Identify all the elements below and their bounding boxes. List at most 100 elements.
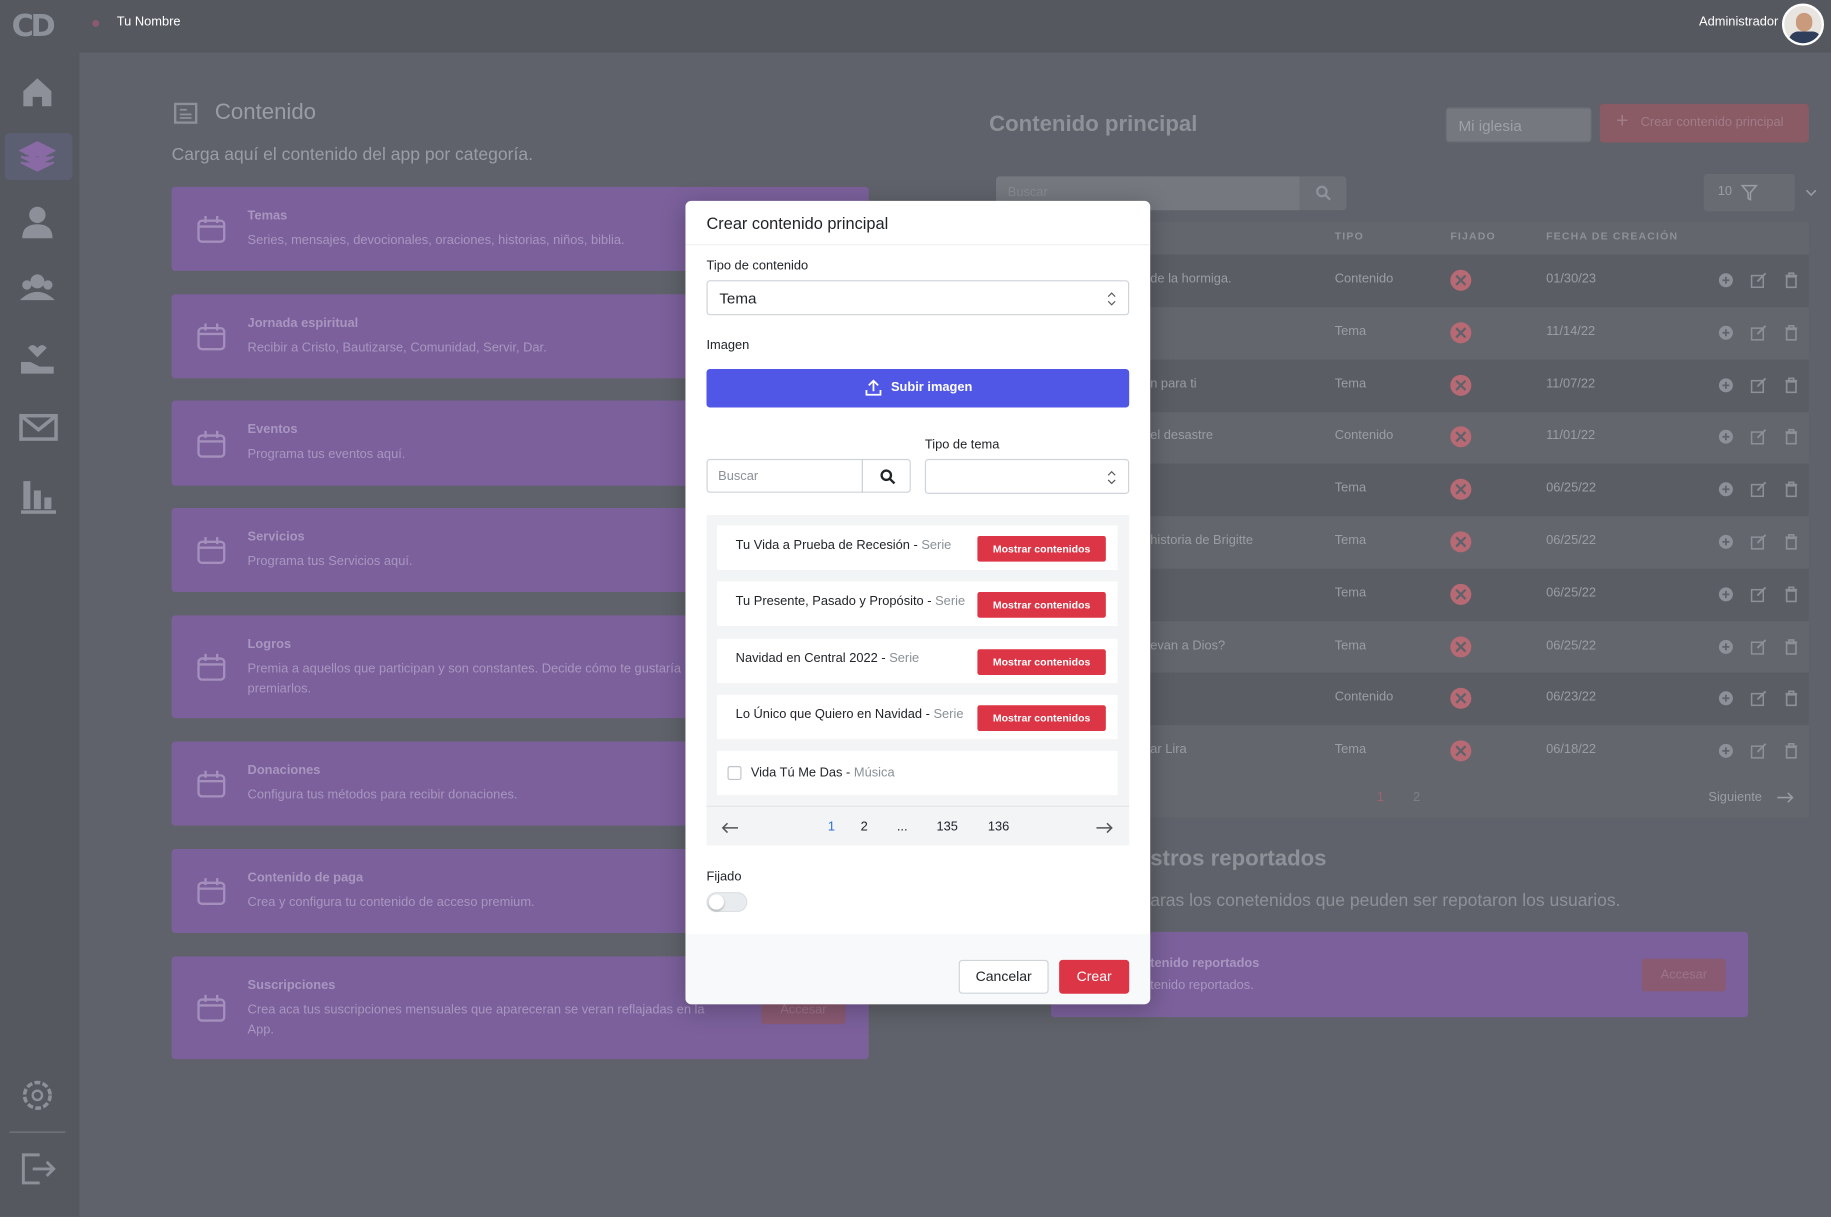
row-edit[interactable] [1750, 324, 1767, 341]
page-size[interactable]: 10 [1703, 173, 1817, 212]
row-type: Tema [1334, 742, 1367, 757]
row-add[interactable] [1718, 481, 1734, 497]
pager-page[interactable]: 1 [827, 819, 836, 834]
pinned-toggle[interactable] [706, 892, 748, 912]
nav-user[interactable] [21, 206, 54, 239]
nav-stats[interactable] [21, 479, 57, 514]
avatar[interactable] [1781, 3, 1824, 46]
category-icon [197, 878, 226, 905]
create-button[interactable]: + Crear contenido principal [1599, 103, 1809, 143]
pager-page[interactable]: ... [896, 819, 908, 834]
pinned-no-icon [1450, 269, 1472, 291]
nav-mail[interactable] [19, 411, 58, 444]
item-checkbox[interactable] [727, 766, 742, 781]
row-delete[interactable] [1783, 272, 1799, 289]
row-delete[interactable] [1783, 429, 1799, 446]
reported-card[interactable]: tenido reportados tenido reportados. Acces… [1050, 931, 1749, 1018]
row-add[interactable] [1718, 377, 1734, 393]
content-subtitle: Carga aquí el contenido del app por cate… [171, 144, 533, 165]
category-title: Logros [247, 637, 292, 652]
row-add[interactable] [1718, 272, 1734, 288]
show-contents-button[interactable]: Mostrar contenidos [977, 535, 1106, 562]
category-title: Temas [247, 209, 288, 224]
row-delete[interactable] [1783, 690, 1799, 707]
row-add[interactable] [1718, 429, 1734, 445]
row-add[interactable] [1718, 743, 1734, 759]
nav-donations[interactable] [21, 341, 54, 374]
row-edit[interactable] [1750, 691, 1767, 707]
row-delete[interactable] [1783, 534, 1799, 550]
row-type: Tema [1334, 481, 1367, 496]
table-next[interactable]: Siguiente [1708, 790, 1762, 805]
row-title: n para ti [1150, 376, 1197, 391]
modal-search-placeholder: Buscar [718, 469, 759, 484]
row-edit[interactable] [1750, 272, 1767, 289]
show-contents-button[interactable]: Mostrar contenidos [977, 592, 1106, 618]
row-delete[interactable] [1783, 743, 1799, 759]
filter-icon [1740, 184, 1817, 201]
sidebar [0, 52, 80, 1217]
row-title: ar Lira [1150, 742, 1187, 757]
category-description: Premia a aquellos que participan y son c… [247, 662, 681, 696]
pinned-no-icon [1450, 688, 1472, 710]
row-add[interactable] [1718, 534, 1734, 550]
content-type-value: Tema [719, 289, 757, 308]
row-edit[interactable] [1750, 586, 1767, 602]
table-page[interactable]: 1 [1376, 790, 1384, 805]
row-edit[interactable] [1750, 638, 1767, 655]
pager-prev[interactable] [721, 822, 739, 834]
nav-settings[interactable] [21, 1079, 54, 1112]
row-delete[interactable] [1783, 638, 1799, 655]
cancel-button[interactable]: Cancelar [958, 959, 1049, 994]
row-delete[interactable] [1783, 481, 1799, 498]
topic-type-select[interactable] [924, 458, 1130, 494]
create-submit-button[interactable]: Crear [1059, 959, 1130, 994]
modal-title: Crear contenido principal [706, 213, 889, 233]
row-edit[interactable] [1750, 429, 1767, 445]
modal-search[interactable]: Buscar [706, 458, 863, 493]
content-title: Contenido [214, 100, 317, 125]
show-contents-button[interactable]: Mostrar contenidos [977, 649, 1106, 675]
category-title: Contenido de paga [247, 871, 364, 886]
category-icon [197, 770, 226, 798]
row-edit[interactable] [1750, 743, 1767, 759]
row-delete[interactable] [1783, 324, 1799, 341]
row-add[interactable] [1718, 691, 1734, 707]
table-page[interactable]: 2 [1412, 790, 1421, 805]
row-delete[interactable] [1783, 586, 1799, 602]
nav-logout[interactable] [21, 1153, 56, 1186]
category-icon [197, 323, 226, 351]
row-edit[interactable] [1750, 377, 1767, 393]
toggle-knob [708, 894, 724, 910]
row-add[interactable] [1718, 638, 1734, 654]
upload-label: Subir imagen [890, 380, 973, 395]
content-type-select[interactable]: Tema [706, 280, 1130, 316]
item-kind: Serie [935, 594, 966, 609]
reported-card-button[interactable]: Accesar [1641, 958, 1726, 992]
row-add[interactable] [1718, 586, 1734, 602]
sidebar-divider [9, 1131, 66, 1133]
row-add[interactable] [1718, 324, 1734, 340]
nav-content[interactable] [18, 140, 57, 173]
row-date: 06/23/22 [1546, 690, 1597, 705]
row-title: historia de Brigitte [1150, 533, 1254, 548]
category-icon [197, 430, 226, 458]
modal-search-button[interactable] [861, 458, 911, 493]
nav-home[interactable] [21, 75, 54, 108]
avatar-body [1788, 31, 1822, 44]
row-edit[interactable] [1750, 534, 1767, 550]
main-search-button[interactable] [1299, 176, 1347, 211]
pager-page[interactable]: 135 [936, 819, 958, 834]
pager-page[interactable]: 136 [987, 819, 1010, 834]
nav-groups[interactable] [19, 272, 55, 305]
column-header: FECHA DE CREACIÓN [1546, 230, 1679, 242]
church-select[interactable]: Mi iglesia [1445, 107, 1592, 143]
item-text: Tu Vida a Prueba de Recesión - Serie [735, 538, 952, 553]
upload-button[interactable]: Subir imagen [706, 369, 1130, 408]
show-contents-button[interactable]: Mostrar contenidos [977, 705, 1106, 731]
row-delete[interactable] [1783, 377, 1799, 393]
pager-page[interactable]: 2 [860, 819, 868, 834]
category-title: Jornada espiritual [247, 316, 359, 331]
pager-next[interactable] [1096, 822, 1113, 834]
row-edit[interactable] [1750, 481, 1767, 498]
